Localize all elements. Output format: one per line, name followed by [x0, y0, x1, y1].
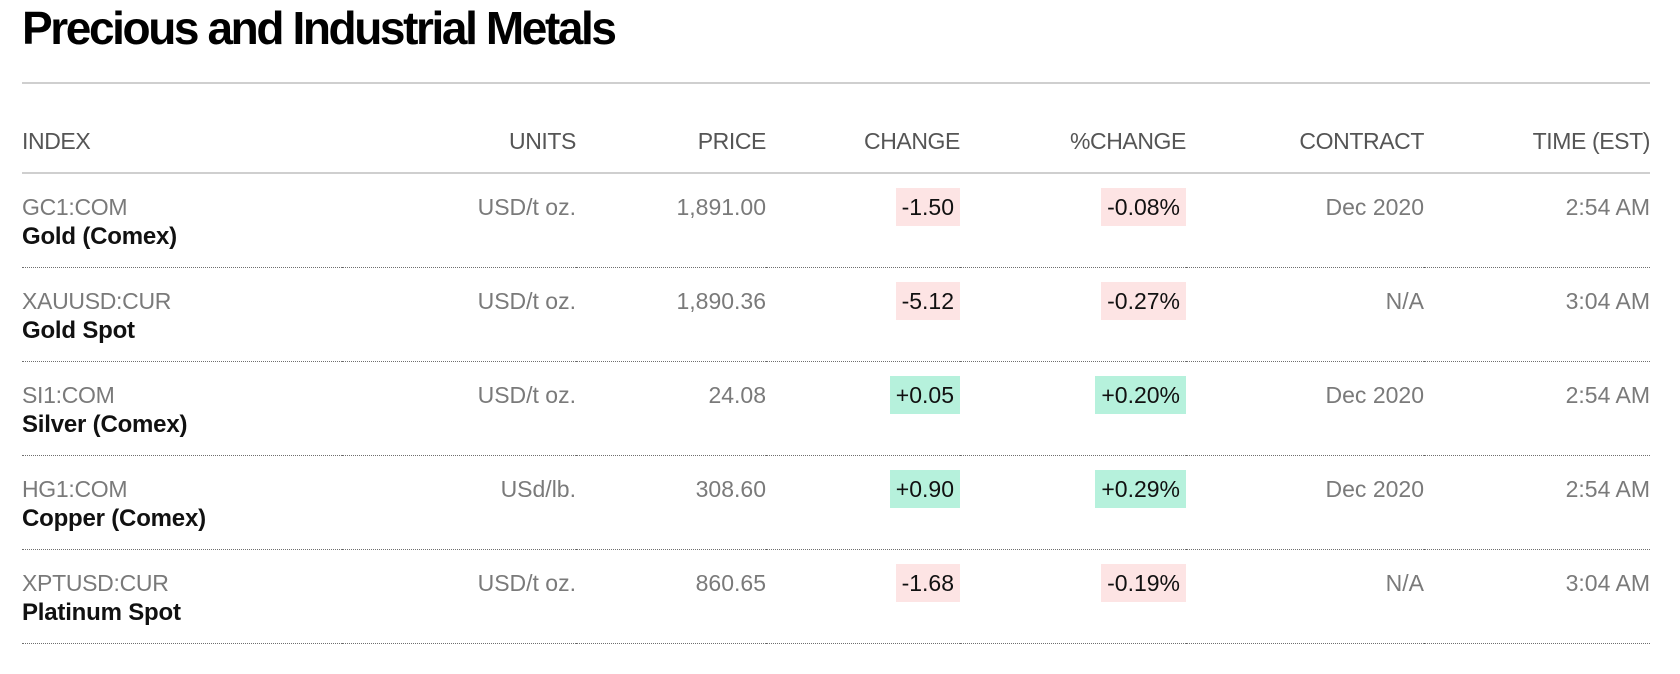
cell-time: 3:04 AM	[1424, 549, 1650, 644]
time-value: 2:54 AM	[1565, 194, 1650, 220]
cell-index[interactable]: XAUUSD:CUR Gold Spot	[22, 267, 342, 362]
contract-value: N/A	[1385, 570, 1424, 596]
cell-price: 1,891.00	[576, 173, 766, 268]
time-value: 2:54 AM	[1565, 382, 1650, 408]
cell-change: -1.50	[766, 173, 960, 268]
cell-change: -1.68	[766, 549, 960, 644]
price-value: 860.65	[695, 570, 766, 596]
pct-change-badge: +0.29%	[1095, 470, 1186, 508]
column-header-index[interactable]: INDEX	[22, 110, 342, 174]
cell-change: -5.12	[766, 267, 960, 362]
cell-units: USD/t oz.	[342, 361, 576, 456]
cell-pct-change: +0.20%	[960, 361, 1186, 456]
cell-pct-change: -0.27%	[960, 267, 1186, 362]
cell-units: USd/lb.	[342, 455, 576, 550]
units-value: USD/t oz.	[477, 570, 576, 596]
price-value: 1,891.00	[676, 194, 766, 220]
contract-value: Dec 2020	[1325, 194, 1424, 220]
price-value: 24.08	[708, 382, 766, 408]
cell-price: 24.08	[576, 361, 766, 456]
table-row[interactable]: SI1:COM Silver (Comex) USD/t oz. 24.08 +0.05…	[22, 361, 1650, 456]
ticker-symbol[interactable]: XPTUSD:CUR	[22, 570, 169, 596]
column-header-units[interactable]: UNITS	[342, 110, 576, 174]
change-badge: +0.05	[889, 376, 960, 414]
time-value: 3:04 AM	[1565, 570, 1650, 596]
contract-value: N/A	[1385, 288, 1424, 314]
cell-units: USD/t oz.	[342, 173, 576, 268]
cell-price: 308.60	[576, 455, 766, 550]
time-value: 2:54 AM	[1565, 476, 1650, 502]
table-row[interactable]: XPTUSD:CUR Platinum Spot USD/t oz. 860.65 -1…	[22, 549, 1650, 644]
ticker-symbol[interactable]: XAUUSD:CUR	[22, 288, 172, 314]
contract-value: Dec 2020	[1325, 476, 1424, 502]
pct-change-badge: -0.19%	[1101, 564, 1186, 602]
cell-pct-change: -0.08%	[960, 173, 1186, 268]
cell-index[interactable]: XPTUSD:CUR Platinum Spot	[22, 549, 342, 644]
cell-time: 2:54 AM	[1424, 173, 1650, 268]
instrument-name[interactable]: Silver (Comex)	[22, 411, 188, 438]
units-value: USd/lb.	[500, 476, 576, 502]
cell-contract: N/A	[1186, 549, 1424, 644]
ticker-symbol[interactable]: HG1:COM	[22, 476, 128, 502]
units-value: USD/t oz.	[477, 382, 576, 408]
cell-change: +0.90	[766, 455, 960, 550]
instrument-name[interactable]: Platinum Spot	[22, 599, 181, 626]
contract-value: Dec 2020	[1325, 382, 1424, 408]
ticker-symbol[interactable]: SI1:COM	[22, 382, 115, 408]
cell-units: USD/t oz.	[342, 549, 576, 644]
pct-change-badge: +0.20%	[1095, 376, 1186, 414]
cell-index[interactable]: GC1:COM Gold (Comex)	[22, 173, 342, 268]
cell-contract: Dec 2020	[1186, 173, 1424, 268]
cell-contract: Dec 2020	[1186, 361, 1424, 456]
column-header-contract[interactable]: CONTRACT	[1186, 110, 1424, 174]
change-badge: -5.12	[895, 282, 960, 320]
column-header-change[interactable]: CHANGE	[766, 110, 960, 174]
page-title: Precious and Industrial Metals	[22, 2, 617, 54]
cell-units: USD/t oz.	[342, 267, 576, 362]
change-badge: -1.68	[895, 564, 960, 602]
instrument-name[interactable]: Copper (Comex)	[22, 505, 206, 532]
table-row[interactable]: XAUUSD:CUR Gold Spot USD/t oz. 1,890.36 -5.1…	[22, 267, 1650, 362]
cell-time: 3:04 AM	[1424, 267, 1650, 362]
pct-change-badge: -0.27%	[1101, 282, 1186, 320]
table-row[interactable]: HG1:COM Copper (Comex) USd/lb. 308.60 +0.90 +…	[22, 455, 1650, 550]
change-badge: -1.50	[895, 188, 960, 226]
title-divider	[22, 82, 1650, 84]
cell-contract: N/A	[1186, 267, 1424, 362]
cell-change: +0.05	[766, 361, 960, 456]
units-value: USD/t oz.	[477, 288, 576, 314]
time-value: 3:04 AM	[1565, 288, 1650, 314]
column-header-price[interactable]: PRICE	[576, 110, 766, 174]
metals-table: INDEX UNITS PRICE CHANGE %CHANGE CONTRAC…	[22, 110, 1650, 644]
price-value: 308.60	[695, 476, 766, 502]
table-row[interactable]: GC1:COM Gold (Comex) USD/t oz. 1,891.00 -1.5…	[22, 173, 1650, 268]
units-value: USD/t oz.	[477, 194, 576, 220]
table-header-row: INDEX UNITS PRICE CHANGE %CHANGE CONTRAC…	[22, 110, 1650, 174]
cell-index[interactable]: SI1:COM Silver (Comex)	[22, 361, 342, 456]
column-header-time[interactable]: TIME (EST)	[1424, 110, 1650, 174]
cell-time: 2:54 AM	[1424, 361, 1650, 456]
pct-change-badge: -0.08%	[1101, 188, 1186, 226]
instrument-name[interactable]: Gold Spot	[22, 317, 135, 344]
column-header-pct-change[interactable]: %CHANGE	[960, 110, 1186, 174]
cell-price: 860.65	[576, 549, 766, 644]
cell-time: 2:54 AM	[1424, 455, 1650, 550]
cell-price: 1,890.36	[576, 267, 766, 362]
cell-pct-change: -0.19%	[960, 549, 1186, 644]
cell-contract: Dec 2020	[1186, 455, 1424, 550]
metals-widget: Precious and Industrial Metals INDEX UNI…	[22, 0, 1650, 644]
change-badge: +0.90	[889, 470, 960, 508]
cell-index[interactable]: HG1:COM Copper (Comex)	[22, 455, 342, 550]
cell-pct-change: +0.29%	[960, 455, 1186, 550]
instrument-name[interactable]: Gold (Comex)	[22, 223, 177, 250]
ticker-symbol[interactable]: GC1:COM	[22, 194, 128, 220]
price-value: 1,890.36	[676, 288, 766, 314]
